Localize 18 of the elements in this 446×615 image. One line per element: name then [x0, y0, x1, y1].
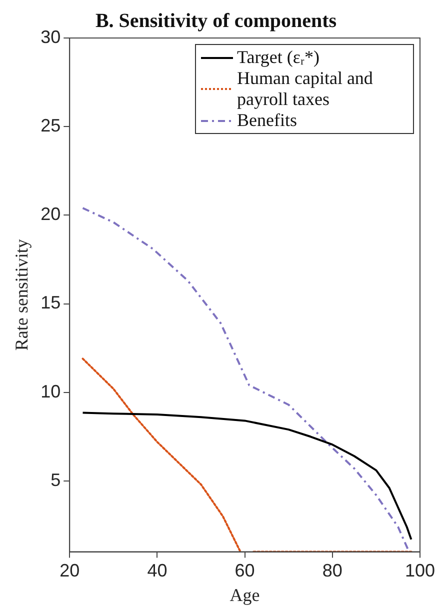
legend-label: Benefits [236, 110, 297, 131]
legend-label: Human capital and payroll taxes [236, 68, 374, 110]
x-tick-label: 100 [404, 560, 436, 581]
x-tick-label: 60 [234, 560, 255, 581]
x-axis-title: Age [230, 584, 260, 605]
x-tick-label: 80 [322, 560, 342, 581]
line-series [82, 207, 410, 552]
chart-title: B. Sensitivity of components [95, 10, 337, 32]
x-tick-label: 20 [60, 560, 80, 581]
y-tick-label: 25 [40, 116, 61, 136]
y-tick-label: 20 [40, 204, 61, 224]
y-tick-label: 15 [40, 292, 61, 313]
y-tick-label: 5 [50, 470, 61, 490]
y-axis-title: Rate sensitivity [12, 239, 32, 351]
x-tick-label: 40 [147, 560, 168, 581]
legend-label: Target (εᵣ*) [236, 47, 320, 68]
y-tick-label: 30 [40, 26, 61, 47]
y-tick-label: 10 [40, 381, 61, 402]
